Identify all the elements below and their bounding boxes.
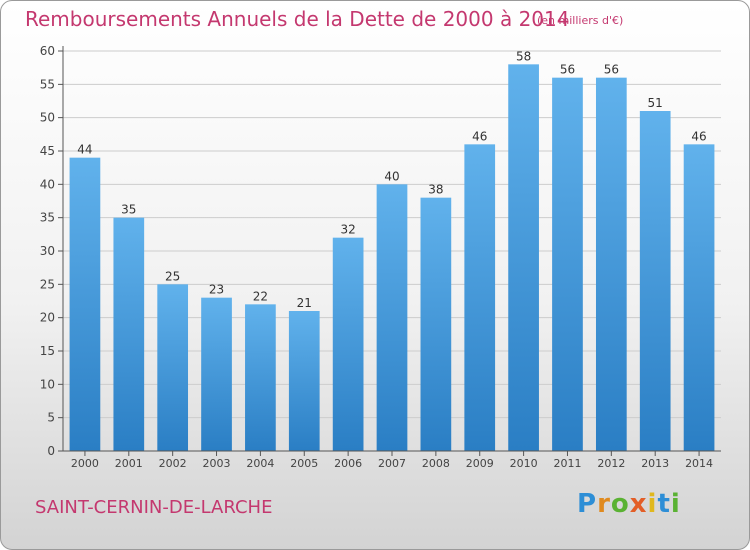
x-tick-label: 2009 — [466, 457, 494, 470]
data-label: 51 — [648, 96, 663, 110]
y-tick-label: 5 — [47, 411, 55, 425]
axes: 0 5 10 15 20 25 30 35 40 45 50 55 60 2000 2001 2002 2003… — [40, 44, 721, 470]
x-tick-label: 2011 — [553, 457, 581, 470]
y-tick-label: 15 — [40, 344, 55, 358]
data-label: 46 — [472, 129, 487, 143]
data-label: 46 — [691, 129, 706, 143]
y-tick-label: 20 — [40, 311, 55, 325]
bar-2014 — [683, 144, 715, 452]
bar-2012 — [595, 77, 627, 452]
bar-2004 — [245, 304, 276, 451]
bar-2003 — [201, 297, 232, 451]
y-tick-label: 55 — [40, 77, 55, 91]
bar-2011 — [552, 77, 583, 452]
bar-2009 — [464, 144, 496, 452]
bar-2013 — [639, 111, 671, 451]
y-tick-label: 30 — [40, 244, 55, 258]
bar-2007 — [376, 184, 408, 452]
x-tick-label: 2010 — [510, 457, 538, 470]
y-tick-label: 45 — [40, 144, 55, 158]
data-label: 56 — [604, 63, 619, 77]
data-label: 25 — [165, 269, 180, 283]
data-label: 56 — [560, 63, 575, 77]
x-tick-label: 2005 — [290, 457, 318, 470]
x-tick-label: 2008 — [422, 457, 450, 470]
bar-2010 — [508, 64, 539, 452]
bar-2006 — [332, 237, 364, 451]
data-label: 22 — [253, 289, 268, 303]
bar-2002 — [157, 284, 189, 451]
x-tick-label: 2013 — [641, 457, 669, 470]
y-tick-label: 25 — [40, 277, 55, 291]
y-tick-label: 50 — [40, 111, 55, 125]
bar-2005 — [288, 311, 320, 451]
data-label: 32 — [340, 223, 355, 237]
data-label: 40 — [384, 169, 399, 183]
y-tick-label: 40 — [40, 177, 55, 191]
x-tick-label: 2007 — [378, 457, 406, 470]
x-tick-label: 2001 — [115, 457, 143, 470]
y-tick-label: 0 — [47, 444, 55, 458]
x-tick-label: 2004 — [246, 457, 274, 470]
data-label: 35 — [121, 203, 136, 217]
bar-2000 — [69, 157, 101, 451]
bar-2001 — [113, 217, 145, 451]
x-tick-label: 2000 — [71, 457, 99, 470]
y-tick-label: 10 — [40, 377, 55, 391]
y-tick-label: 60 — [40, 44, 55, 58]
y-tick-label: 35 — [40, 211, 55, 225]
data-label: 21 — [297, 296, 312, 310]
commune-name: SAINT-CERNIN-DE-LARCHE — [35, 497, 273, 518]
x-tick-label: 2006 — [334, 457, 362, 470]
data-label: 58 — [516, 49, 531, 63]
chart-title: Remboursements Annuels de la Dette de 20… — [25, 7, 570, 31]
x-tick-label: 2002 — [159, 457, 187, 470]
chart-subtitle: (en milliers d'€) — [537, 14, 624, 27]
x-tick-label: 2012 — [597, 457, 625, 470]
bar-2008 — [420, 197, 452, 451]
data-label: 44 — [77, 143, 92, 157]
bars: 44 35 25 23 22 21 32 40 38 46 58 56 56 51 46 — [69, 49, 715, 452]
x-tick-label: 2014 — [685, 457, 713, 470]
data-label: 38 — [428, 183, 443, 197]
x-tick-label: 2003 — [203, 457, 231, 470]
proxiti-logo: Proxiti — [577, 489, 681, 519]
data-label: 23 — [209, 283, 224, 297]
